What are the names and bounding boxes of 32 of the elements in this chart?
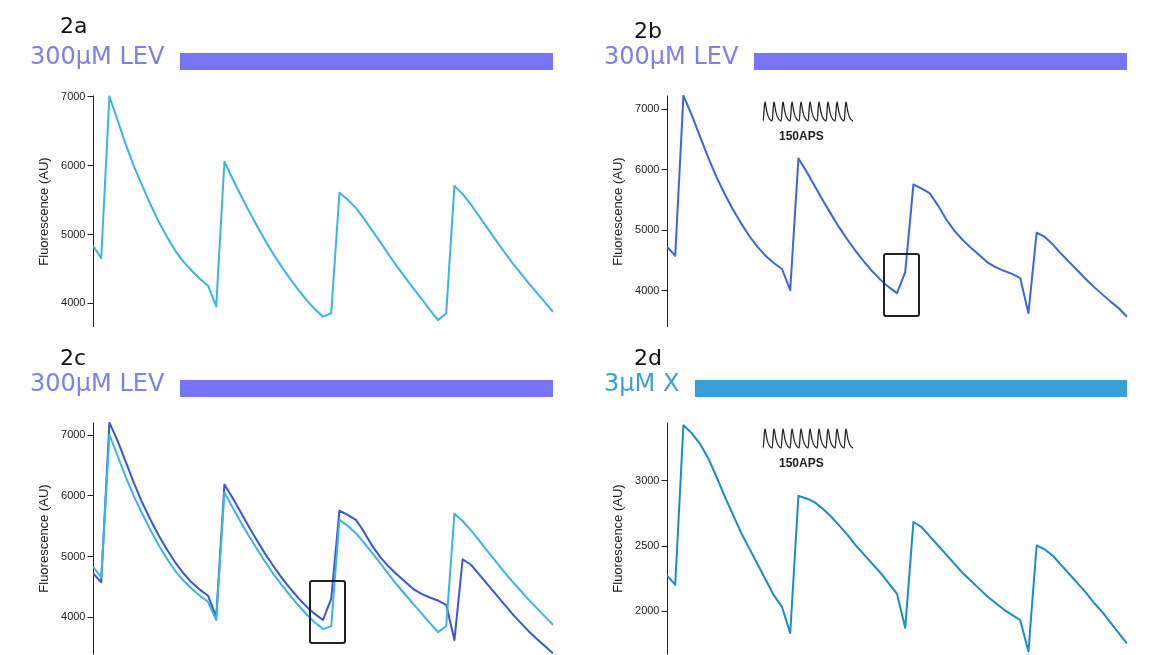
chart-title: 2c: [60, 345, 87, 370]
y-axis-title: Fluorescence (AU): [36, 157, 52, 266]
y-tick-label: 2500: [635, 539, 660, 552]
y-tick-label: 3000: [635, 473, 660, 486]
y-tick-label: 6000: [61, 488, 86, 501]
y-tick-label: 7000: [635, 102, 660, 115]
y-tick-label: 7000: [61, 89, 86, 102]
text: 300µM LEV: [30, 42, 165, 70]
y-tick-label: 2000: [635, 604, 660, 617]
line-series: [93, 95, 553, 322]
annotation: 150APS: [779, 129, 824, 143]
y-tick-label: 6000: [61, 158, 86, 171]
line-series: [667, 95, 1127, 318]
y-axis-title: Fluorescence (AU): [36, 484, 52, 593]
y-axis-title: Fluorescence (AU): [610, 484, 626, 593]
y-tick-label: 5000: [635, 223, 660, 236]
line-series: [667, 424, 1127, 653]
y-tick-label: 7000: [61, 428, 86, 441]
y-tick-label: 5000: [61, 549, 86, 562]
y-tick-label: 4000: [61, 296, 86, 309]
chart-title: 2a: [60, 13, 88, 39]
chart-title: 2b: [634, 18, 662, 43]
y-tick-label: 5000: [61, 227, 86, 240]
y-tick-label: 4000: [635, 283, 660, 296]
chart-title: 2d: [634, 345, 662, 370]
y-axis-title: Fluorescence (AU): [610, 157, 626, 266]
y-tick-label: 4000: [61, 610, 86, 623]
text: 300µM LEV: [604, 42, 739, 70]
text: 3µM X: [604, 369, 680, 397]
y-tick-label: 6000: [635, 162, 660, 175]
annotation: 150APS: [779, 456, 824, 470]
text: 300µM LEV: [30, 369, 165, 397]
